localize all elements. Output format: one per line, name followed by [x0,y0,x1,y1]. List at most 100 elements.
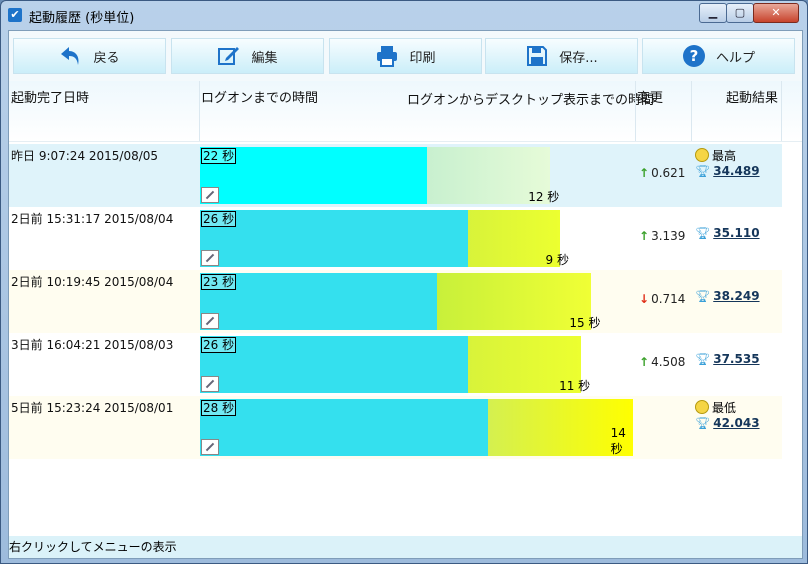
edit-button[interactable]: 編集 [171,38,324,74]
boot-result: 🏆︎ 35.110 [695,226,775,240]
boot-score-link[interactable]: 42.043 [713,416,760,430]
window-title: 起動履歴 (秒単位) [29,11,135,26]
logon-bar [200,336,468,393]
title-bar[interactable]: ✔ 起動履歴 (秒単位) ▁ ▢ ✕ [1,1,807,29]
row-date: 昨日 9:07:24 2015/08/05 [11,149,159,163]
svg-text:?: ? [690,47,699,65]
desktop-bar [467,210,561,267]
desktop-time-label: 9 秒 [545,253,569,267]
change-value: ↑ 4.508 [639,355,686,369]
trophy-icon: 🏆︎ [695,416,711,430]
col-result[interactable]: 起動結果 [726,91,779,106]
main-content: 戻る 編集 印刷 保存... ? ヘルプ 起動完了日時 ログオンまでの時間 [8,30,803,559]
time-bars: 26 秒 11 秒 [200,336,640,393]
column-divider [691,81,692,141]
help-label: ヘルプ [715,50,755,66]
close-button[interactable]: ✕ [753,3,799,23]
smiley-face-icon [695,400,709,414]
history-row[interactable]: 5日前 15:23:24 2015/08/01 28 秒 14 秒 最低 🏆︎ 42.04… [9,396,782,459]
boot-result: 🏆︎ 37.535 [695,352,775,366]
save-label: 保存... [559,50,598,66]
edit-note-icon[interactable] [201,439,219,455]
change-value: ↓ 0.714 [639,292,686,306]
time-bars: 23 秒 15 秒 [200,273,640,330]
toolbar: 戻る 編集 印刷 保存... ? ヘルプ [9,31,802,81]
row-date: 2日前 10:19:45 2015/08/04 [11,275,174,289]
time-bars: 22 秒 12 秒 [200,147,640,204]
boot-score-link[interactable]: 34.489 [713,164,760,178]
back-arrow-icon [61,47,79,65]
row-date: 5日前 15:23:24 2015/08/01 [11,401,174,415]
edit-note-icon[interactable] [201,187,219,203]
edit-icon [218,47,240,65]
help-question-icon: ? [682,45,705,67]
status-bar: 右クリックしてメニューの表示 [9,536,802,558]
boot-score-link[interactable]: 35.110 [713,226,760,240]
trophy-icon: 🏆︎ [695,164,711,178]
logon-bar [200,210,468,267]
edit-note-icon[interactable] [201,376,219,392]
desktop-time-label: 14 秒 [610,426,626,456]
desktop-time-label: 11 秒 [559,379,591,393]
column-header: 起動完了日時 ログオンまでの時間 ログオンからデスクトップ表示までの時間 変更 … [9,81,802,142]
logon-bar [200,273,437,330]
smiley-face-icon [695,148,709,162]
arrow-up-icon: ↑ [639,166,650,180]
minimize-button[interactable]: ▁ [699,3,727,23]
edit-label: 編集 [251,50,278,66]
arrow-up-icon: ↑ [639,229,650,243]
desktop-bar [436,273,592,330]
boot-result: 最高 🏆︎ 34.489 [695,147,775,178]
trophy-icon: 🏆︎ [695,289,711,303]
history-row[interactable]: 2日前 10:19:45 2015/08/04 23 秒 15 秒 ↓ 0.714 🏆︎ 3… [9,270,782,333]
arrow-down-icon: ↓ [639,292,650,306]
logon-bar [200,147,427,204]
back-button[interactable]: 戻る [13,38,166,74]
logon-time-label: 26 秒 [201,337,237,353]
history-row[interactable]: 2日前 15:31:17 2015/08/04 26 秒 9 秒 ↑ 3.139 🏆︎ 35… [9,207,782,270]
maximize-button[interactable]: ▢ [726,3,754,23]
back-label: 戻る [93,50,120,66]
rating-label: 最低 [712,401,737,415]
rating-label: 最高 [712,149,737,163]
time-bars: 26 秒 9 秒 [200,210,640,267]
boot-result: 🏆︎ 38.249 [695,289,775,303]
column-divider [635,81,636,141]
logon-time-label: 26 秒 [201,211,237,227]
desktop-time-label: 12 秒 [528,190,560,204]
boot-result: 最低 🏆︎ 42.043 [695,399,775,430]
trophy-icon: 🏆︎ [695,226,711,240]
desktop-time-label: 15 秒 [569,316,601,330]
history-row[interactable]: 昨日 9:07:24 2015/08/05 22 秒 12 秒 ↑ 0.621 最高 🏆︎ 3… [9,144,782,207]
history-row[interactable]: 3日前 16:04:21 2015/08/03 26 秒 11 秒 ↑ 4.508 🏆︎ 3… [9,333,782,396]
col-logon[interactable]: ログオンまでの時間 [201,91,319,106]
trophy-icon: 🏆︎ [695,352,711,366]
row-date: 2日前 15:31:17 2015/08/04 [11,212,174,226]
boot-score-link[interactable]: 37.535 [713,352,760,366]
arrow-up-icon: ↑ [639,355,650,369]
col-change[interactable]: 変更 [637,91,664,106]
edit-note-icon[interactable] [201,250,219,266]
printer-icon [377,46,398,67]
desktop-bar [488,399,633,456]
desktop-bar [426,147,551,204]
col-desktop[interactable]: ログオンからデスクトップ表示までの時間 [407,93,655,108]
logon-time-label: 23 秒 [201,274,237,290]
edit-note-icon[interactable] [201,313,219,329]
boot-score-link[interactable]: 38.249 [713,289,760,303]
time-bars: 28 秒 14 秒 [200,399,640,456]
save-button[interactable]: 保存... [485,38,638,74]
desktop-bar [467,336,582,393]
floppy-disk-icon [527,46,548,66]
logon-bar [200,399,489,456]
app-check-icon: ✔ [8,8,22,22]
column-divider [199,81,200,141]
status-text: 右クリックしてメニューの表示 [9,540,177,554]
row-date: 3日前 16:04:21 2015/08/03 [11,338,174,352]
print-button[interactable]: 印刷 [329,38,482,74]
col-date[interactable]: 起動完了日時 [11,91,90,106]
change-value: ↑ 3.139 [639,229,686,243]
help-button[interactable]: ? ヘルプ [642,38,795,74]
logon-time-label: 22 秒 [201,148,237,164]
